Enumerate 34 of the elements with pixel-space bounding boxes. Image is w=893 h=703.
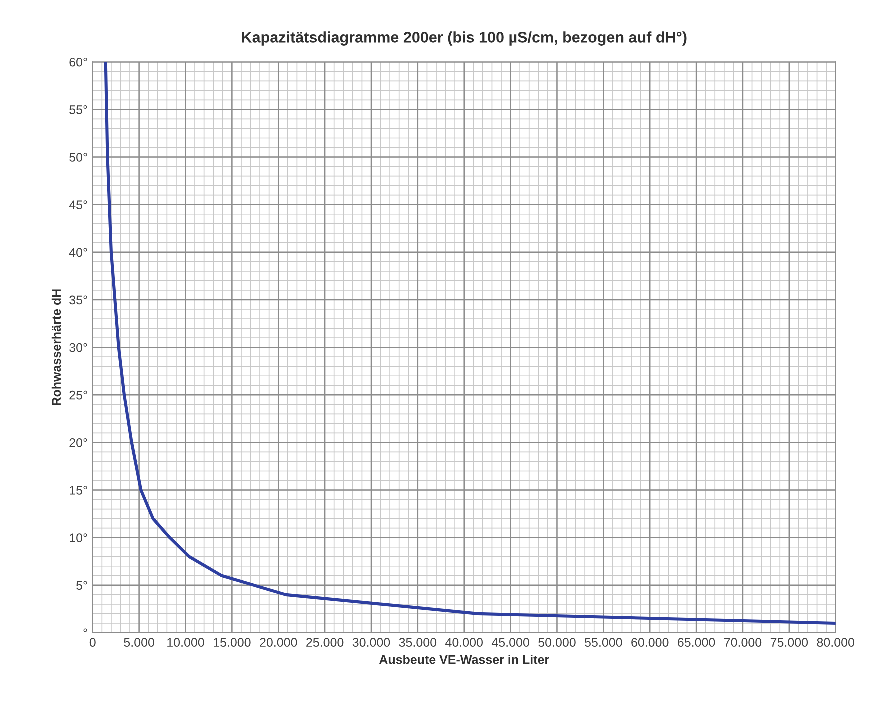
- x-tick-label: 75.000: [770, 638, 808, 648]
- y-tick-label: 60°: [70, 58, 88, 67]
- x-tick-label: 60.000: [632, 638, 669, 648]
- y-tick-label: 50°: [70, 153, 88, 162]
- y-tick-label: 30°: [70, 343, 88, 352]
- y-tick-label: 25°: [70, 390, 88, 400]
- x-tick-label: 45.000: [492, 638, 530, 648]
- x-tick-label: 5.000: [124, 638, 154, 648]
- line-series: [104, 62, 836, 625]
- y-tick-label: 10°: [70, 534, 88, 542]
- x-tick-label: 0: [90, 638, 96, 648]
- y-tick-label: 40°: [69, 248, 88, 258]
- y-tick-label: 5°: [76, 581, 88, 590]
- y-axis-title: Rohwasserhärte dH: [52, 290, 62, 406]
- x-tick-label: 40.000: [446, 638, 483, 648]
- x-tick-label: 25.000: [306, 638, 344, 648]
- y-tick-label: 15°: [70, 486, 88, 495]
- x-tick-label: 35.000: [399, 638, 437, 648]
- x-tick-label: 70.000: [724, 638, 762, 648]
- x-tick-label: 20.000: [260, 638, 298, 648]
- x-tick-label: 50.000: [538, 638, 576, 648]
- x-tick-label: 55.000: [585, 638, 622, 648]
- y-tick-label: °: [84, 628, 88, 632]
- y-tick-label: 35°: [70, 296, 88, 305]
- y-tick-label: 20°: [70, 438, 88, 448]
- x-tick-label: 15.000: [214, 638, 251, 648]
- y-tick-label: 55°: [70, 106, 88, 114]
- x-tick-label: 30.000: [352, 638, 390, 648]
- chart-title: Kapazitätsdiagramme 200er (bis 100 µS/cm, bezogen auf dH°): [242, 32, 687, 46]
- y-tick-label: 45°: [69, 200, 88, 210]
- x-tick-label: 80.000: [817, 638, 854, 648]
- x-axis-title: Ausbeute VE-Wasser in Liter: [379, 655, 550, 664]
- x-tick-label: 10.000: [168, 638, 204, 648]
- x-tick-label: 65.000: [678, 638, 716, 648]
